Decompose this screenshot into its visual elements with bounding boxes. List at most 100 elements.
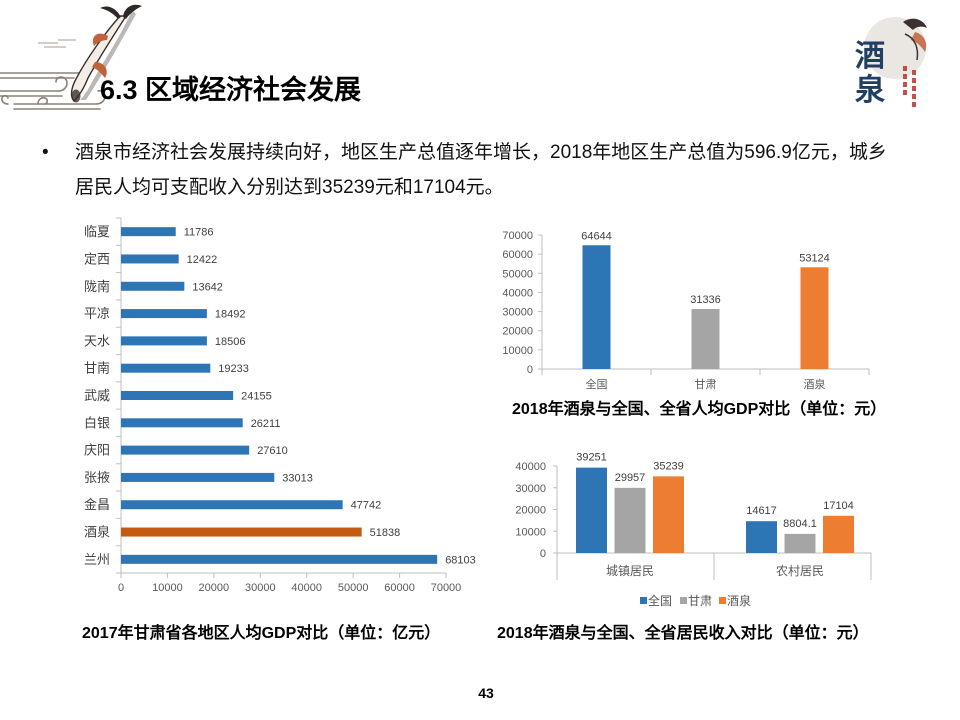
y-tick-label: 30000 xyxy=(502,307,533,319)
resident-income-bar-chart: 0 10000 20000 30000 40000 39251 29957 35239 城镇居民… xyxy=(515,452,872,608)
y-tick-label: 10000 xyxy=(515,526,546,538)
legend-label: 全国 xyxy=(648,593,672,608)
logo-char-jiu: 酒 xyxy=(855,39,885,74)
bullet-paragraph: • 酒泉市经济社会发展持续向好，地区生产总值逐年增长，2018年地区生产总值为5… xyxy=(40,135,900,205)
x-tick-label: 0 xyxy=(118,582,124,594)
region-label: 武威 xyxy=(84,388,110,403)
y-tick-label: 20000 xyxy=(515,505,546,517)
cloud-pattern-icon xyxy=(0,72,106,110)
apsara-figure-icon xyxy=(903,18,927,30)
legend-swatch xyxy=(640,597,647,604)
y-tick-label: 10000 xyxy=(502,345,533,357)
region-gdp-bar xyxy=(121,227,176,237)
region-gdp-bar xyxy=(121,281,185,291)
region-gdp-value-label: 51838 xyxy=(370,527,401,539)
fish-fin-icon xyxy=(92,62,107,78)
legend-label: 酒泉 xyxy=(727,594,751,608)
region-gdp-value-label: 24155 xyxy=(241,391,272,403)
region-label: 陇南 xyxy=(84,279,110,294)
x-tick-label: 70000 xyxy=(431,582,462,594)
logo-char-quan: 泉 xyxy=(855,73,885,108)
region-gdp-value-label: 18492 xyxy=(215,309,246,321)
region-label: 临夏 xyxy=(84,224,110,239)
x-tick-label: 30000 xyxy=(245,582,276,594)
region-label: 定西 xyxy=(84,251,110,266)
income-bar xyxy=(614,487,646,553)
gdp-per-capita-bar-chart: 0 10000 20000 30000 40000 50000 60000 70000 6464… xyxy=(502,230,870,391)
income-value-label: 14617 xyxy=(746,505,777,517)
region-gdp-bar xyxy=(121,391,234,400)
legend-swatch xyxy=(719,597,726,604)
category-label: 农村居民 xyxy=(776,564,824,578)
region-gdp-value-label: 26211 xyxy=(251,418,281,430)
region-gdp-bar xyxy=(121,554,438,564)
region-label: 庆阳 xyxy=(84,443,110,458)
region-gdp-chart-caption: 2017年甘肃省各地区人均GDP对比（单位：亿元） xyxy=(82,625,441,642)
ink-dash-icon xyxy=(38,39,76,48)
region-gdp-bar xyxy=(121,472,275,482)
region-label: 白银 xyxy=(84,415,110,430)
y-tick-label: 40000 xyxy=(502,287,533,299)
gdp-bar xyxy=(582,245,611,369)
region-label: 张掖 xyxy=(84,470,110,485)
region-gdp-value-label: 33013 xyxy=(282,472,313,484)
region-gdp-value-label: 12422 xyxy=(187,254,218,266)
region-gdp-value-label: 18506 xyxy=(215,336,246,348)
income-value-label: 35239 xyxy=(653,460,684,472)
income-bar xyxy=(746,521,777,553)
gdp-bar xyxy=(691,309,720,369)
fish-shadow-icon xyxy=(80,10,136,100)
y-tick-label: 0 xyxy=(527,364,533,376)
x-tick-label: 50000 xyxy=(338,582,369,594)
income-bar xyxy=(576,467,607,553)
income-compare-chart-caption: 2018年酒泉与全国、全省居民收入对比（单位：元） xyxy=(497,625,869,642)
legend-swatch xyxy=(680,597,687,604)
x-tick-label: 60000 xyxy=(384,582,415,594)
y-tick-label: 50000 xyxy=(502,268,533,280)
fish-head-icon xyxy=(71,89,81,103)
region-label: 兰州 xyxy=(84,552,110,567)
region-gdp-bar xyxy=(121,254,179,264)
bullet-line: 居民人均可支配收入分别达到35239元和17104元。 xyxy=(75,177,504,198)
region-label: 酒泉 xyxy=(84,525,110,540)
income-value-label: 39251 xyxy=(576,452,607,464)
region-label: 平凉 xyxy=(84,306,110,321)
income-bar xyxy=(653,476,684,553)
gdp-compare-chart-caption: 2018年酒泉与全国、全省人均GDP对比（单位：元） xyxy=(512,401,887,418)
category-label: 城镇居民 xyxy=(606,564,654,578)
income-bar xyxy=(823,515,854,553)
seal-lettering-icon xyxy=(903,66,916,107)
region-gdp-bar xyxy=(121,418,243,428)
region-gdp-bar xyxy=(121,527,362,537)
region-gdp-value-label: 13642 xyxy=(192,281,223,293)
region-gdp-value-label: 47742 xyxy=(351,500,382,512)
y-tick-label: 30000 xyxy=(515,483,546,495)
region-label: 甘南 xyxy=(84,361,110,376)
apsara-stroke-icon xyxy=(904,33,919,61)
fish-tail-icon xyxy=(100,6,121,19)
x-tick-label: 40000 xyxy=(291,582,322,594)
slide-title: 6.3 区域经济社会发展 xyxy=(100,75,362,105)
page-number: 43 xyxy=(478,685,494,701)
fish-tail-icon xyxy=(123,4,142,19)
gdp-value-label: 53124 xyxy=(799,252,830,264)
bullet-line: 酒泉市经济社会发展持续向好，地区生产总值逐年增长，2018年地区生产总值为596… xyxy=(75,142,887,163)
region-gdp-value-label: 11786 xyxy=(184,227,214,239)
gdp-bar xyxy=(800,267,829,369)
y-tick-label: 0 xyxy=(540,548,546,560)
category-label: 甘肃 xyxy=(695,378,717,391)
region-gdp-bar xyxy=(121,336,207,346)
region-label: 金昌 xyxy=(84,497,110,512)
gdp-value-label: 64644 xyxy=(581,230,612,242)
region-gdp-bar-chart: 0 10000 20000 30000 40000 50000 60000 70000 临夏 11… xyxy=(84,217,476,594)
x-tick-label: 20000 xyxy=(199,582,230,594)
income-value-label: 17104 xyxy=(823,500,854,512)
region-gdp-value-label: 68103 xyxy=(445,554,476,566)
region-label: 天水 xyxy=(84,333,110,348)
apsara-ribbon-icon xyxy=(911,32,927,52)
gdp-value-label: 31336 xyxy=(690,294,721,306)
y-tick-label: 20000 xyxy=(502,326,533,338)
jiuquan-logo-icon: 酒 泉 xyxy=(855,17,927,108)
